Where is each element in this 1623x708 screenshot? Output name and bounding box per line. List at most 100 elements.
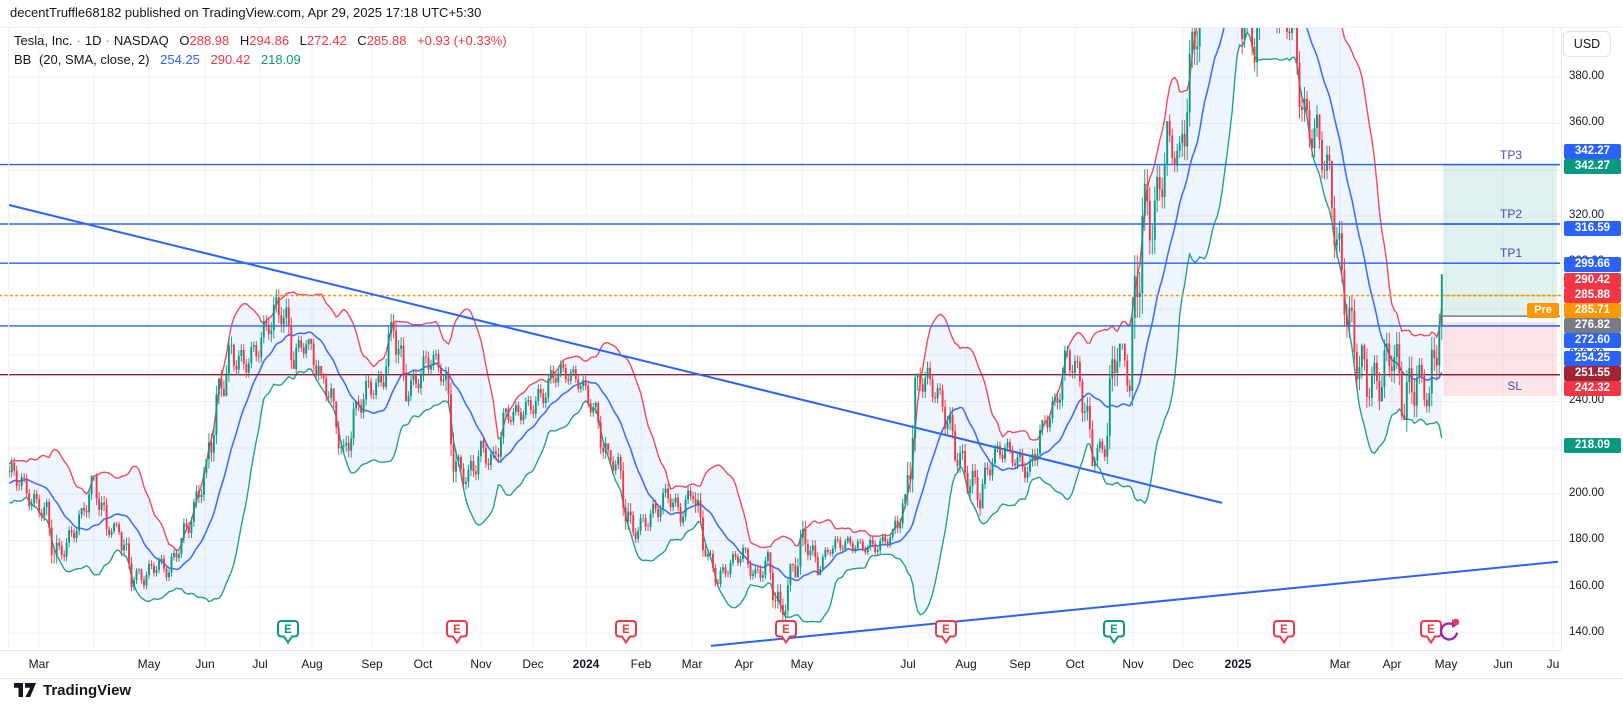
time-tick-label: May — [137, 657, 161, 671]
price-badge: 218.09 — [1564, 437, 1621, 453]
time-tick-label: Sep — [1009, 657, 1031, 671]
time-tick-label: Oct — [413, 657, 433, 671]
low-label: L — [299, 33, 307, 48]
price-badge: 272.60 — [1564, 332, 1621, 348]
price-tick-label: 200.00 — [1569, 487, 1605, 500]
price-badge: 285.71 — [1564, 302, 1621, 318]
time-tick-label: 2025 — [1224, 657, 1252, 671]
symbol-row: Tesla, Inc. · 1D · NASDAQ O288.98 H294.86 L2… — [14, 31, 507, 50]
time-tick-label: Ju — [1546, 657, 1560, 671]
level-label-sl: SL — [1507, 378, 1522, 393]
open-value: 288.98 — [189, 33, 230, 48]
time-tick-label: Mar — [681, 657, 703, 671]
earnings-badge-shape — [935, 620, 957, 645]
chart-left-border — [8, 28, 9, 678]
price-badge: 316.59 — [1564, 220, 1621, 236]
price-tick-label: 240.00 — [1569, 394, 1605, 407]
time-tick-label: Nov — [1122, 657, 1144, 671]
header-divider — [0, 27, 1623, 28]
price-badge: 276.82 — [1564, 317, 1621, 333]
indicator-row: BB (20, SMA, close, 2) 254.25 290.42 218… — [14, 50, 507, 69]
earnings-marker[interactable]: E — [1273, 620, 1295, 645]
earnings-badge-shape — [1273, 620, 1295, 645]
tradingview-attribution[interactable]: TradingView — [14, 682, 131, 699]
indicator-params: (20, SMA, close, 2) — [38, 52, 150, 67]
close-value: 285.88 — [366, 33, 407, 48]
price-badge: 299.66 — [1564, 256, 1621, 272]
price-badge: 285.88 — [1564, 287, 1621, 303]
time-tick-label: Feb — [630, 657, 652, 671]
time-tick-label: Dec — [522, 657, 544, 671]
earnings-letter: E — [1110, 624, 1118, 636]
time-tick-label: Aug — [955, 657, 977, 671]
level-label-tp1: TP1 — [1499, 246, 1522, 261]
low-value: 272.42 — [306, 33, 347, 48]
price-badge: 242.32 — [1564, 380, 1621, 396]
position-zones-layer — [1442, 163, 1561, 397]
earnings-badge-shape — [446, 620, 468, 645]
stop-zone — [1443, 321, 1557, 397]
symbol-name: Tesla, Inc. — [14, 33, 73, 48]
change-value: +0.93 (+0.33%) — [417, 33, 507, 48]
candles-layer — [8, 28, 1443, 622]
level-label-tp2: TP2 — [1499, 207, 1522, 221]
ascending-trendline — [710, 560, 1559, 647]
tradingview-logo-icon — [14, 683, 36, 697]
time-tick-label: Apr — [734, 657, 754, 671]
price-tick-label: 160.00 — [1569, 579, 1605, 592]
earnings-badge-shape — [1103, 620, 1125, 645]
earnings-marker[interactable]: E — [446, 620, 468, 645]
time-tick-label: 2024 — [572, 657, 600, 671]
bb-basis-value: 254.25 — [160, 52, 200, 67]
time-scale[interactable]: Mar May Jun Jul Aug Sep Oct Nov Dec 2024 Feb Mar Apr… — [0, 650, 1561, 679]
price-tick-label: 380.00 — [1569, 70, 1605, 83]
earnings-letter: E — [622, 624, 630, 636]
earnings-marker[interactable]: E — [615, 620, 637, 645]
target-zone — [1443, 164, 1557, 316]
high-label: H — [239, 33, 250, 48]
open-label: O — [179, 33, 190, 48]
earnings-marker[interactable]: E — [1103, 620, 1125, 645]
notification-dot — [1452, 618, 1460, 626]
currency-button[interactable]: USD — [1563, 31, 1611, 57]
price-tick-label: 140.00 — [1569, 626, 1605, 639]
premarket-label: Pre — [1527, 302, 1559, 318]
price-scale[interactable]: 380.00360.00340.00320.00300.00280.00260.… — [1561, 28, 1623, 650]
earnings-letter: E — [1280, 624, 1288, 636]
level-label-tp3: TP3 — [1499, 147, 1522, 162]
earnings-marker[interactable]: E — [775, 620, 797, 645]
publish-header: decentTruffle68182 published on TradingV… — [10, 5, 481, 20]
publish-line: decentTruffle68182 published on TradingV… — [10, 5, 482, 20]
time-tick-label: Mar — [28, 657, 50, 671]
time-tick-label: Jul — [900, 657, 916, 671]
earnings-marker[interactable]: E — [1420, 618, 1460, 645]
separator-dot: · — [76, 33, 81, 48]
earnings-marker[interactable]: E — [935, 620, 957, 645]
close-label: C — [357, 33, 367, 48]
time-tick-label: Aug — [301, 657, 323, 671]
price-badge: 254.25 — [1564, 350, 1621, 366]
tradingview-logo-text: TradingView — [43, 682, 132, 699]
time-tick-label: Dec — [1172, 657, 1194, 671]
earnings-marker[interactable]: E — [277, 620, 299, 645]
earnings-letter: E — [1427, 624, 1435, 636]
earnings-letter: E — [453, 624, 461, 636]
time-tick-label: Jun — [1493, 657, 1513, 671]
earnings-badge-shape — [1420, 620, 1442, 645]
bb-basis-line — [8, 28, 1443, 582]
price-badge: 290.42 — [1564, 272, 1621, 288]
high-value: 294.86 — [249, 33, 290, 48]
bb-fill-area — [9, 28, 1442, 622]
time-tick-label: May — [790, 657, 814, 671]
price-tick-label: 360.00 — [1569, 116, 1605, 129]
time-tick-label: Apr — [1382, 657, 1402, 671]
earnings-badge-shape — [775, 620, 797, 645]
price-badge: 342.27 — [1564, 143, 1621, 159]
time-tick-label: Oct — [1065, 657, 1085, 671]
time-tick-label: Jul — [252, 657, 268, 671]
indicator-name: BB — [14, 52, 32, 67]
time-tick-label: Jun — [195, 657, 215, 671]
